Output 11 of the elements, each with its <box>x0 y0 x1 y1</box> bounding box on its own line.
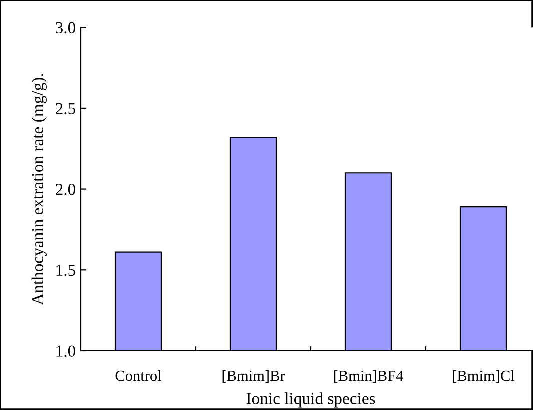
y-tick-label: 2.0 <box>56 184 76 196</box>
x-tick-label: [Bmim]Br <box>222 370 286 384</box>
y-tick-label: 1.5 <box>56 264 76 276</box>
x-tick-label: Control <box>116 370 162 382</box>
y-tick-label: 3.0 <box>56 22 76 34</box>
x-tick-label: [Bmim]Cl <box>453 370 515 384</box>
x-tick-label: [Bmin]BF4 <box>334 370 404 384</box>
y-tick-label: 1.0 <box>56 346 76 358</box>
y-tick-label: 2.5 <box>56 103 76 114</box>
x-axis-title: Ionic liquid species <box>246 392 376 408</box>
y-axis-title: Anthocyanin extration rate (mg/g). <box>32 74 47 306</box>
